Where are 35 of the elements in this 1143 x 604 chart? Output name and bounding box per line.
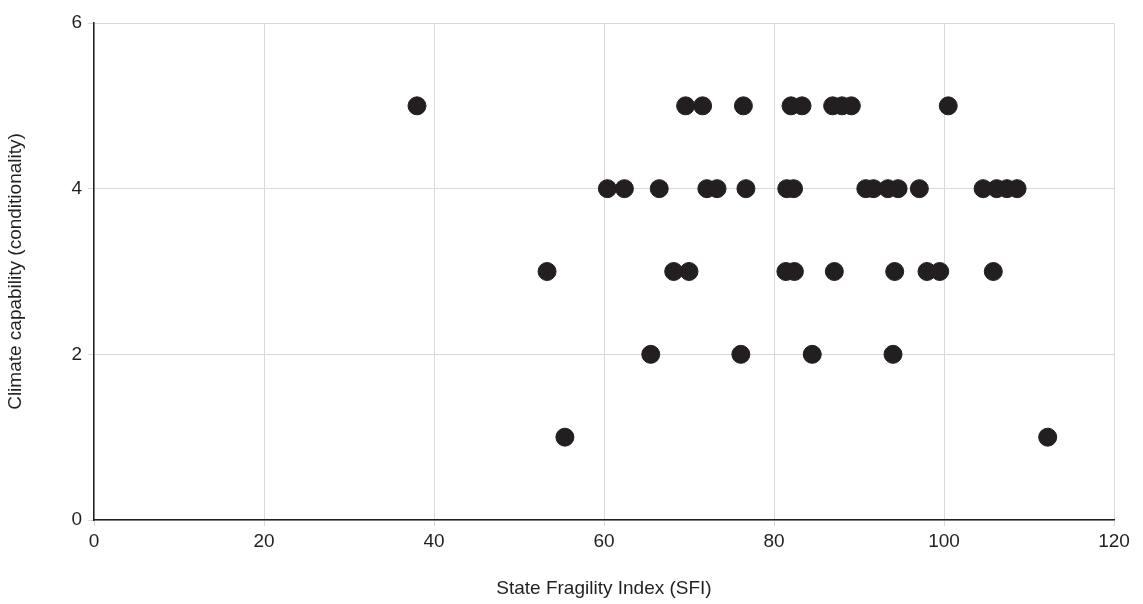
point [597, 179, 617, 199]
point [676, 96, 696, 116]
x-tick-label: 40 [423, 529, 445, 551]
x-tick-label: 20 [253, 529, 275, 551]
point [693, 96, 713, 116]
point [679, 262, 699, 281]
point [733, 96, 753, 116]
x-tick-label: 100 [928, 529, 960, 551]
y-tick-label: 0 [71, 508, 82, 530]
x-axis-title: State Fragility Index (SFI) [496, 576, 712, 598]
point [824, 262, 844, 281]
x-tick-label: 0 [88, 529, 100, 551]
point [1038, 427, 1058, 447]
point [731, 344, 751, 364]
point [614, 179, 634, 199]
point [736, 179, 756, 199]
point [641, 344, 661, 364]
point [555, 427, 575, 447]
y-tick-label: 6 [71, 11, 82, 33]
x-tick-label: 80 [763, 529, 785, 551]
y-axis-title: Climate capability (conditionality) [3, 133, 25, 410]
point [938, 96, 958, 116]
point [802, 344, 822, 364]
point [407, 96, 427, 116]
point [537, 262, 557, 281]
point [930, 262, 950, 281]
point [883, 344, 903, 364]
point [649, 179, 669, 199]
point [983, 262, 1003, 281]
point [885, 262, 905, 281]
point [909, 179, 929, 199]
y-tick-label: 2 [71, 342, 82, 364]
x-tick-label: 120 [1098, 529, 1130, 551]
x-tick-label: 60 [593, 529, 615, 551]
y-tick-label: 4 [71, 176, 83, 198]
